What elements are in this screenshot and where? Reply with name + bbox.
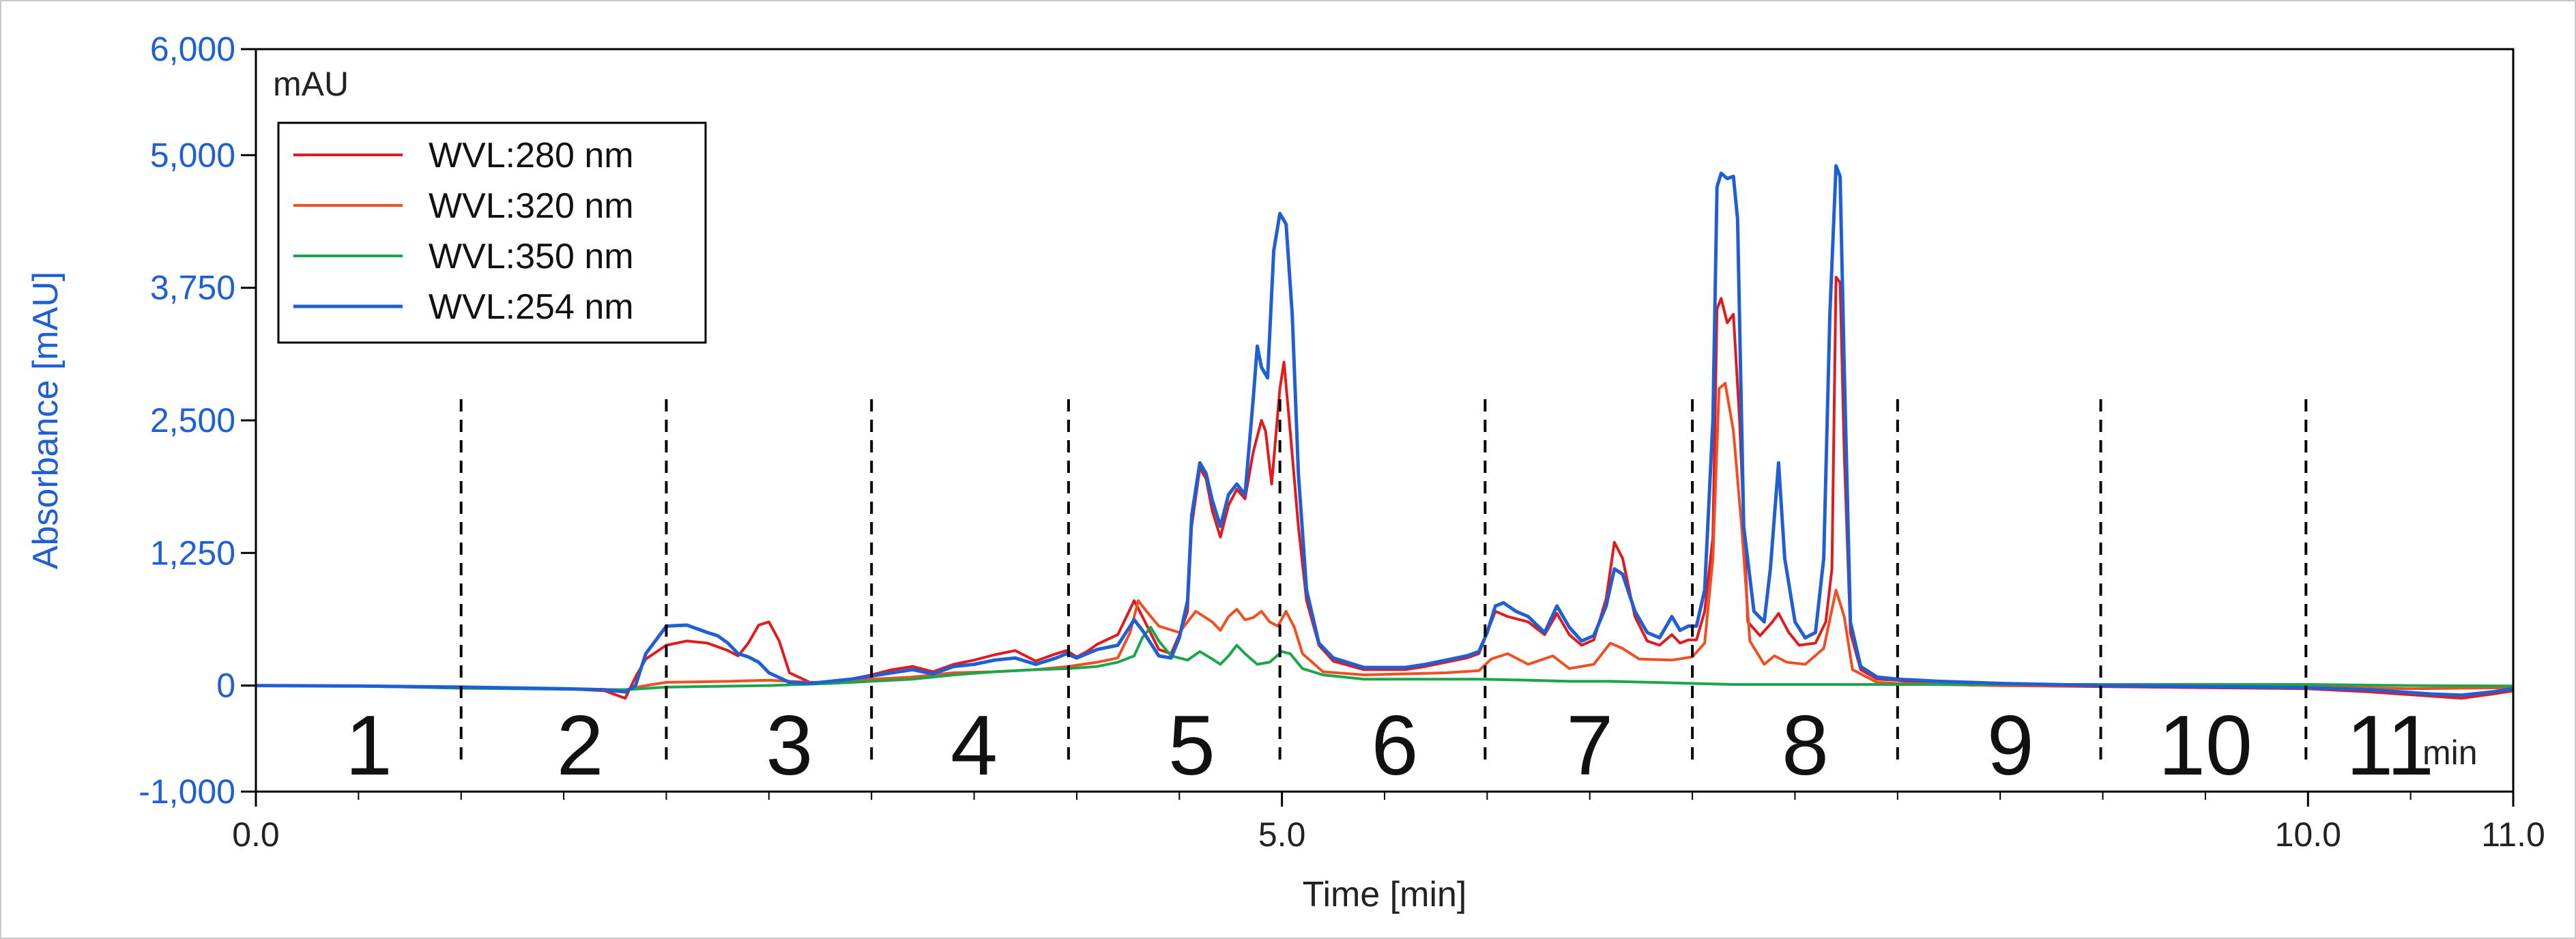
x-tick-label: 10.0 <box>2275 815 2341 854</box>
y-axis-label: Absorbance [mAU] <box>26 272 66 569</box>
fraction-label: 4 <box>951 699 998 793</box>
legend-entry-label: WVL:280 nm <box>429 136 634 175</box>
y-tick-label: 6,000 <box>150 30 235 68</box>
fraction-label: 10 <box>2158 699 2253 793</box>
fraction-label: 2 <box>557 699 604 793</box>
fraction-label: 5 <box>1168 699 1215 793</box>
y-tick-label: 1,250 <box>150 534 235 572</box>
fraction-labels: 1 2 3 4 5 6 7 8 9 10 11 <box>345 699 2434 793</box>
legend-entry-label: WVL:320 nm <box>429 186 634 226</box>
y-tick-label: -1,000 <box>139 772 235 811</box>
x-axis-label: Time [min] <box>1303 875 1467 914</box>
y-axis-ticks: 6,000 5,000 3,750 2,500 1,250 0 -1,000 <box>139 30 256 811</box>
series-line-2 <box>256 381 2513 691</box>
y-tick-label: 0 <box>216 667 235 705</box>
x-unit-label: min <box>2422 734 2478 772</box>
plot-area-border <box>255 48 2515 793</box>
legend-entry-label: WVL:254 nm <box>429 287 634 327</box>
y-tick-label: 3,750 <box>150 269 235 307</box>
x-tick-label: 0.0 <box>232 815 280 854</box>
series-line-3 <box>256 626 2513 691</box>
fraction-label: 6 <box>1372 699 1419 793</box>
x-tick-label: 11.0 <box>2481 815 2545 854</box>
series-line-4 <box>256 164 2513 697</box>
fraction-label: 7 <box>1566 699 1613 793</box>
x-tick-label: 5.0 <box>1258 815 1306 854</box>
y-tick-label: 2,500 <box>150 401 235 439</box>
y-tick-label: 5,000 <box>150 136 235 174</box>
series-lines <box>256 164 2513 700</box>
fraction-label: 11 <box>2346 699 2434 793</box>
legend: WVL:280 nm WVL:320 nm WVL:350 nm WVL:254 nm <box>277 121 707 344</box>
x-axis-ticks: 0.0 5.0 10.0 11.0 <box>232 792 2545 854</box>
unit-label: mAU <box>273 65 349 103</box>
fraction-label: 1 <box>345 699 392 793</box>
legend-entry-label: WVL:350 nm <box>429 237 634 276</box>
fraction-label: 3 <box>766 699 813 793</box>
fraction-label: 9 <box>1987 699 2034 793</box>
fraction-label: 8 <box>1782 699 1829 793</box>
